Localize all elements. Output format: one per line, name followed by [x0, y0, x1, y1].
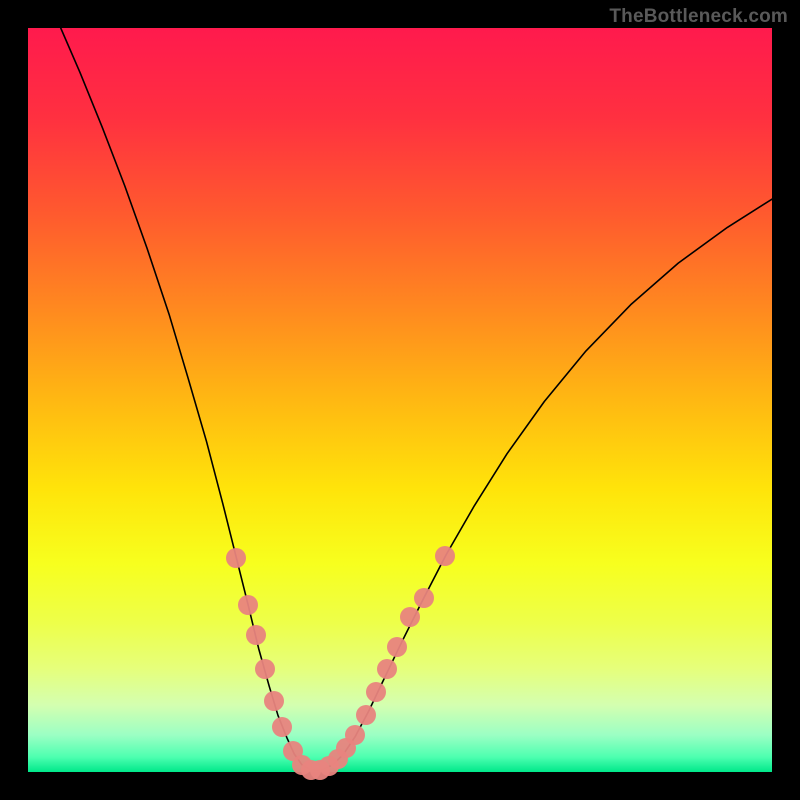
data-marker: [345, 725, 365, 745]
chart-frame: TheBottleneck.com: [0, 0, 800, 800]
data-marker: [272, 717, 292, 737]
data-marker: [246, 625, 266, 645]
data-marker: [377, 659, 397, 679]
data-marker: [400, 607, 420, 627]
watermark-text: TheBottleneck.com: [609, 6, 788, 28]
data-marker: [356, 705, 376, 725]
data-marker: [387, 637, 407, 657]
data-marker: [435, 546, 455, 566]
data-markers-layer: [28, 28, 772, 772]
data-marker: [226, 548, 246, 568]
data-marker: [255, 659, 275, 679]
data-marker: [366, 682, 386, 702]
data-marker: [238, 595, 258, 615]
plot-area: [28, 28, 772, 772]
data-marker: [264, 691, 284, 711]
data-marker: [414, 588, 434, 608]
